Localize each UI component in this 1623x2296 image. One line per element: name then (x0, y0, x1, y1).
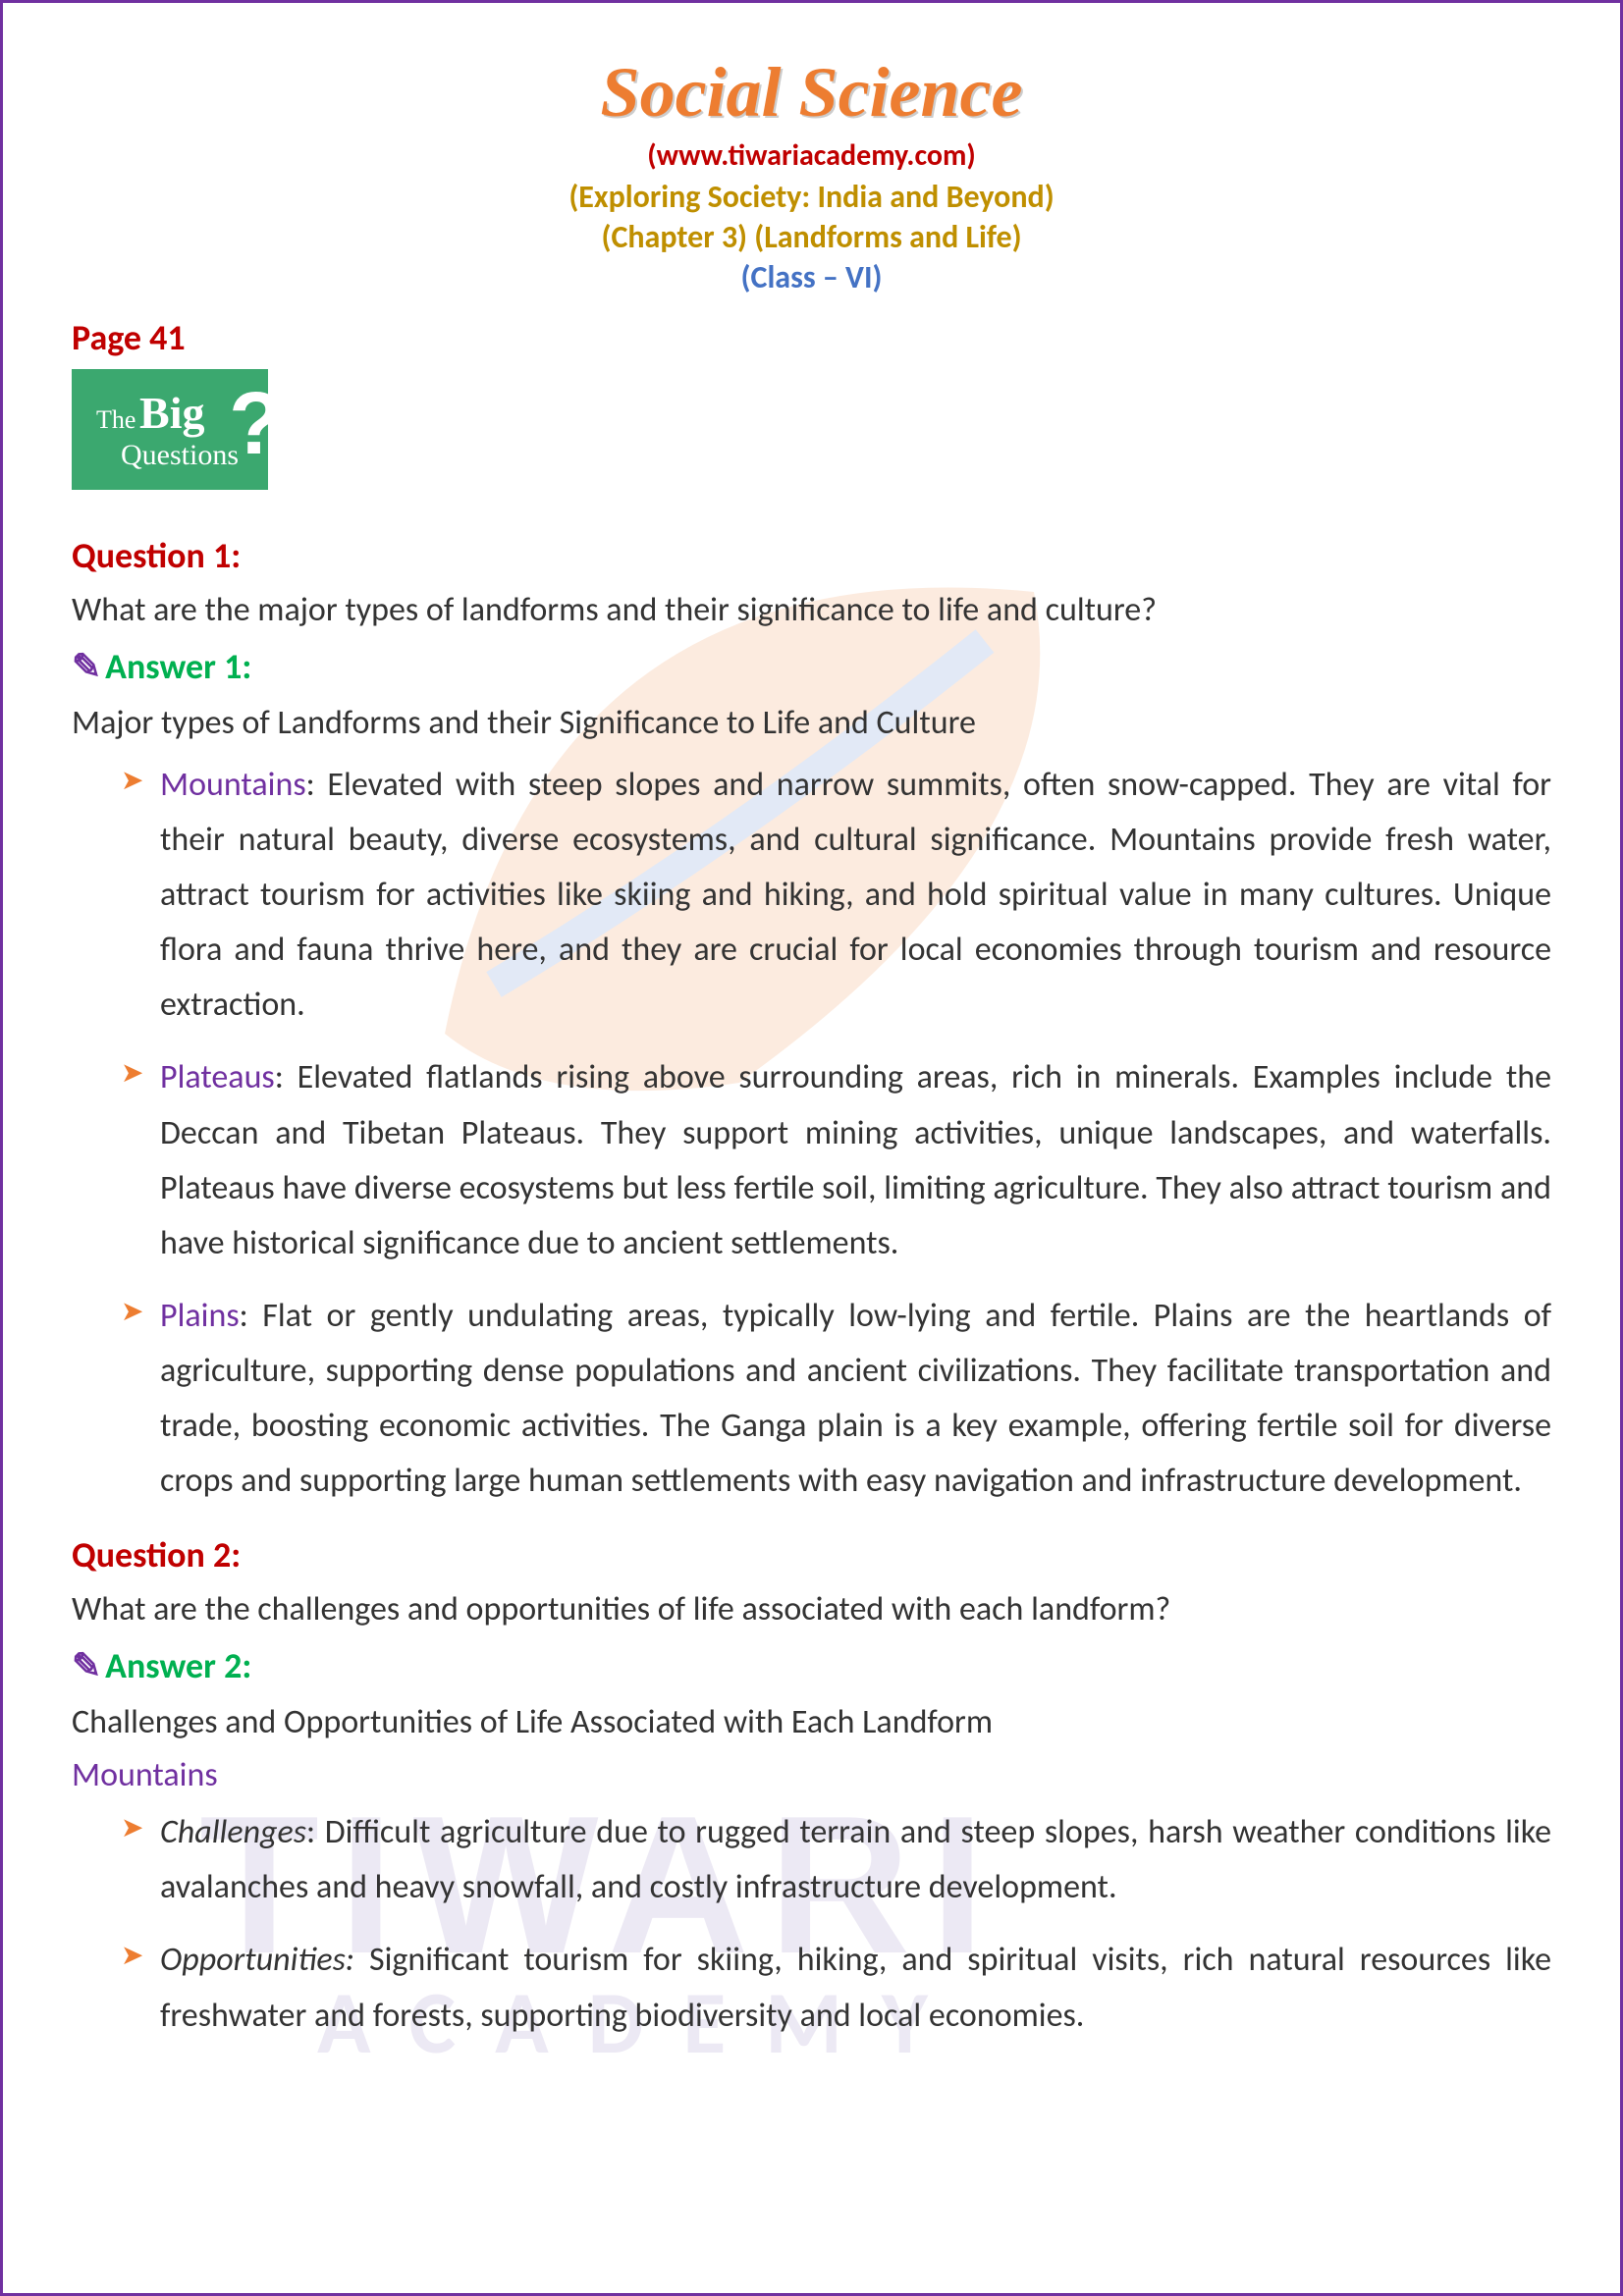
badge-the: The (96, 405, 135, 434)
site-url: (www.tiwariacademy.com) (72, 137, 1551, 174)
pencil-icon: ✎ (72, 1644, 101, 1687)
question-2-label: Question 2: (72, 1533, 1551, 1576)
term-body: : Difficult agriculture due to rugged te… (160, 1812, 1551, 1907)
answer-1-list: Mountains: Elevated with steep slopes an… (72, 758, 1551, 1509)
big-questions-badge: The Big Questions ? (72, 369, 268, 490)
answer-2-label: ✎Answer 2: (72, 1644, 1551, 1687)
term-body: Significant tourism for skiing, hiking, … (160, 1940, 1551, 2035)
question-1-label: Question 1: (72, 534, 1551, 577)
term-plains: Plains (160, 1296, 240, 1336)
answer-2-list: Challenges: Difficult agriculture due to… (72, 1805, 1551, 2043)
list-item: Opportunities: Significant tourism for s… (121, 1933, 1551, 2043)
answer-1-intro: Major types of Landforms and their Signi… (72, 698, 1551, 748)
page-reference: Page 41 (72, 316, 1551, 359)
chapter-subtitle: (Chapter 3) (Landforms and Life) (72, 218, 1551, 256)
list-item: Plains: Flat or gently undulating areas,… (121, 1289, 1551, 1509)
list-item: Challenges: Difficult agriculture due to… (121, 1805, 1551, 1915)
term-body: : Elevated with steep slopes and narrow … (160, 765, 1551, 1025)
term-body: : Elevated flatlands rising above surrou… (160, 1057, 1551, 1262)
section-mountains: Mountains (72, 1755, 1551, 1795)
question-1-text: What are the major types of landforms an… (72, 585, 1551, 635)
list-item: Mountains: Elevated with steep slopes an… (121, 758, 1551, 1033)
list-item: Plateaus: Elevated flatlands rising abov… (121, 1050, 1551, 1270)
page-title: Social Science (72, 52, 1551, 133)
question-2-text: What are the challenges and opportunitie… (72, 1584, 1551, 1634)
term-challenges: Challenges (160, 1812, 306, 1852)
badge-big: Big (139, 388, 204, 438)
answer-2-intro: Challenges and Opportunities of Life Ass… (72, 1697, 1551, 1747)
pencil-icon: ✎ (72, 645, 101, 688)
term-opportunities: Opportunities: (160, 1940, 354, 1980)
class-label: (Class – VI) (72, 258, 1551, 296)
question-mark-icon: ? (229, 374, 283, 475)
answer-1-label-text: Answer 1: (105, 645, 251, 688)
term-plateaus: Plateaus (160, 1057, 275, 1097)
badge-questions: Questions (121, 439, 239, 472)
answer-1-label: ✎Answer 1: (72, 645, 1551, 688)
term-mountains: Mountains (160, 765, 306, 805)
answer-2-label-text: Answer 2: (105, 1644, 251, 1687)
book-subtitle: (Exploring Society: India and Beyond) (72, 178, 1551, 216)
term-body: : Flat or gently undulating areas, typic… (160, 1296, 1551, 1501)
